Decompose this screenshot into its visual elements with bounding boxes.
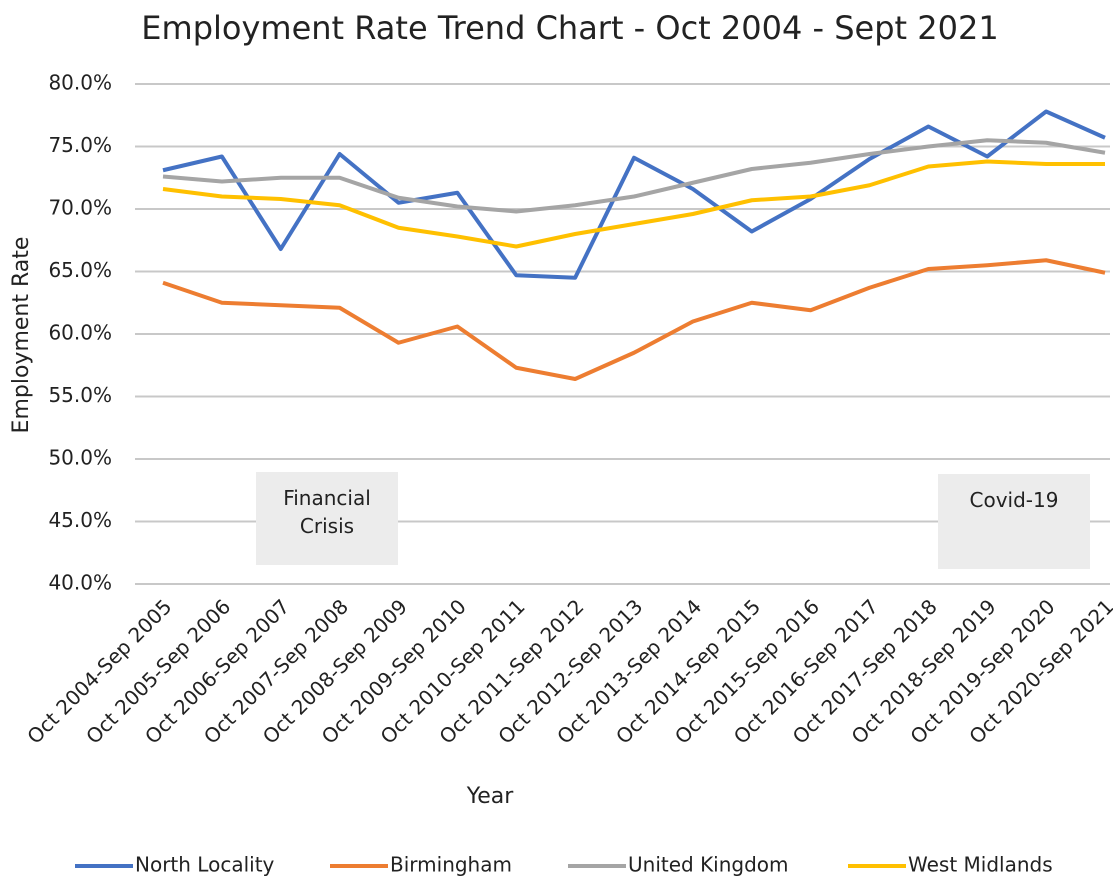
series-line <box>162 138 1106 214</box>
annotation: Covid-19 <box>938 474 1090 569</box>
legend-label: North Locality <box>135 853 275 877</box>
y-tick-label: 65.0% <box>48 258 112 282</box>
y-tick-label: 75.0% <box>48 133 112 157</box>
y-tick-label: 80.0% <box>48 71 112 95</box>
y-tick-label: 55.0% <box>48 383 112 407</box>
y-tick-label: 40.0% <box>48 571 112 595</box>
y-tick-label: 45.0% <box>48 508 112 532</box>
y-tick-label: 60.0% <box>48 321 112 345</box>
series-line <box>162 258 1106 381</box>
y-tick-label: 70.0% <box>48 196 112 220</box>
x-axis-label: Year <box>466 784 515 809</box>
legend-label: United Kingdom <box>628 853 789 877</box>
chart-title: Employment Rate Trend Chart - Oct 2004 -… <box>141 9 998 47</box>
legend-label: Birmingham <box>390 853 512 877</box>
legend-label: West Midlands <box>908 853 1053 877</box>
annotation: Financial Crisis <box>256 472 398 565</box>
y-tick-label: 50.0% <box>48 446 112 470</box>
series-line <box>162 109 1106 280</box>
series-line <box>162 159 1105 249</box>
y-axis-label: Employment Rate <box>9 237 34 434</box>
